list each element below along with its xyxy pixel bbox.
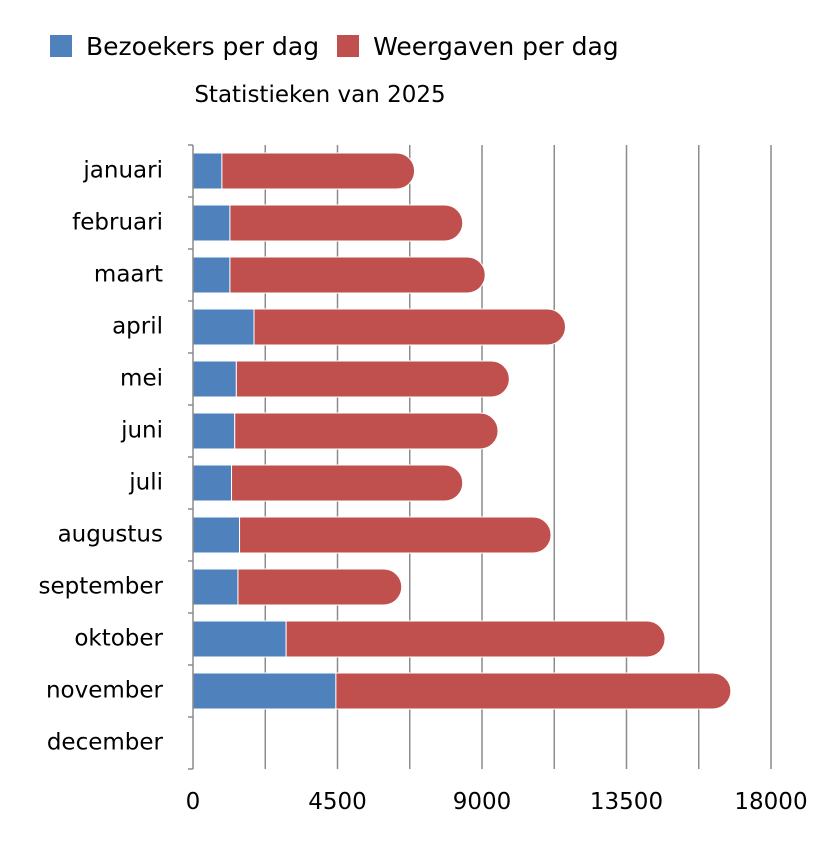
bar-segment-bezoekers — [192, 620, 287, 658]
x-tick-label: 0 — [186, 789, 201, 815]
bar-segment-weergaven — [239, 516, 552, 554]
bar-segment-weergaven — [231, 464, 464, 502]
chart-legend: Bezoekers per dag Weergaven per dag — [50, 28, 619, 64]
axes — [188, 144, 194, 770]
bar-segment-bezoekers — [192, 516, 241, 554]
bar-segment-weergaven — [235, 360, 510, 398]
legend-label-weergaven: Weergaven per dag — [373, 31, 619, 61]
bar-segment-bezoekers — [192, 672, 337, 710]
bars — [192, 152, 732, 710]
category-label: februari — [72, 210, 163, 236]
x-tick-label: 13500 — [590, 789, 663, 815]
category-label: mei — [120, 366, 163, 392]
bar-segment-bezoekers — [192, 360, 237, 398]
x-tick-label: 9000 — [453, 789, 512, 815]
x-tick-label: 18000 — [734, 789, 807, 815]
legend-item-bezoekers: Bezoekers per dag — [50, 32, 319, 61]
category-label: november — [46, 678, 164, 704]
bar-segment-weergaven — [285, 620, 666, 658]
category-label: januari — [82, 158, 163, 184]
category-label: juni — [120, 418, 163, 444]
gridlines — [264, 145, 772, 769]
category-label: augustus — [58, 522, 163, 548]
legend-swatch-bezoekers — [50, 35, 72, 57]
category-label: maart — [94, 262, 163, 288]
bar-segment-bezoekers — [192, 308, 255, 346]
chart-title: Statistieken van 2025 — [194, 82, 446, 108]
legend-swatch-weergaven — [337, 35, 360, 57]
bar-segment-bezoekers — [192, 412, 236, 450]
legend-label-bezoekers: Bezoekers per dag — [86, 31, 320, 61]
legend-item-weergaven: Weergaven per dag — [337, 32, 619, 61]
bar-segment-bezoekers — [192, 256, 231, 294]
bar-segment-weergaven — [253, 308, 566, 346]
x-tick-label: 4500 — [308, 789, 367, 815]
bar-segment-bezoekers — [192, 464, 233, 502]
axis-labels: januari februari maart april mei juni juli augu… — [38, 158, 807, 816]
category-label: oktober — [74, 626, 163, 652]
bar-segment-weergaven — [229, 256, 486, 294]
bar-segment-bezoekers — [192, 204, 231, 242]
bar-segment-weergaven — [234, 412, 499, 450]
bar-segment-weergaven — [229, 204, 464, 242]
bar-segment-bezoekers — [192, 152, 223, 190]
bar-segment-weergaven — [237, 568, 403, 606]
category-label: april — [112, 314, 163, 340]
bar-segment-weergaven — [335, 672, 732, 710]
category-label: december — [47, 730, 164, 756]
category-label: september — [38, 574, 163, 600]
category-label: juli — [128, 470, 163, 496]
bar-segment-bezoekers — [192, 568, 239, 606]
bar-segment-weergaven — [221, 152, 416, 190]
